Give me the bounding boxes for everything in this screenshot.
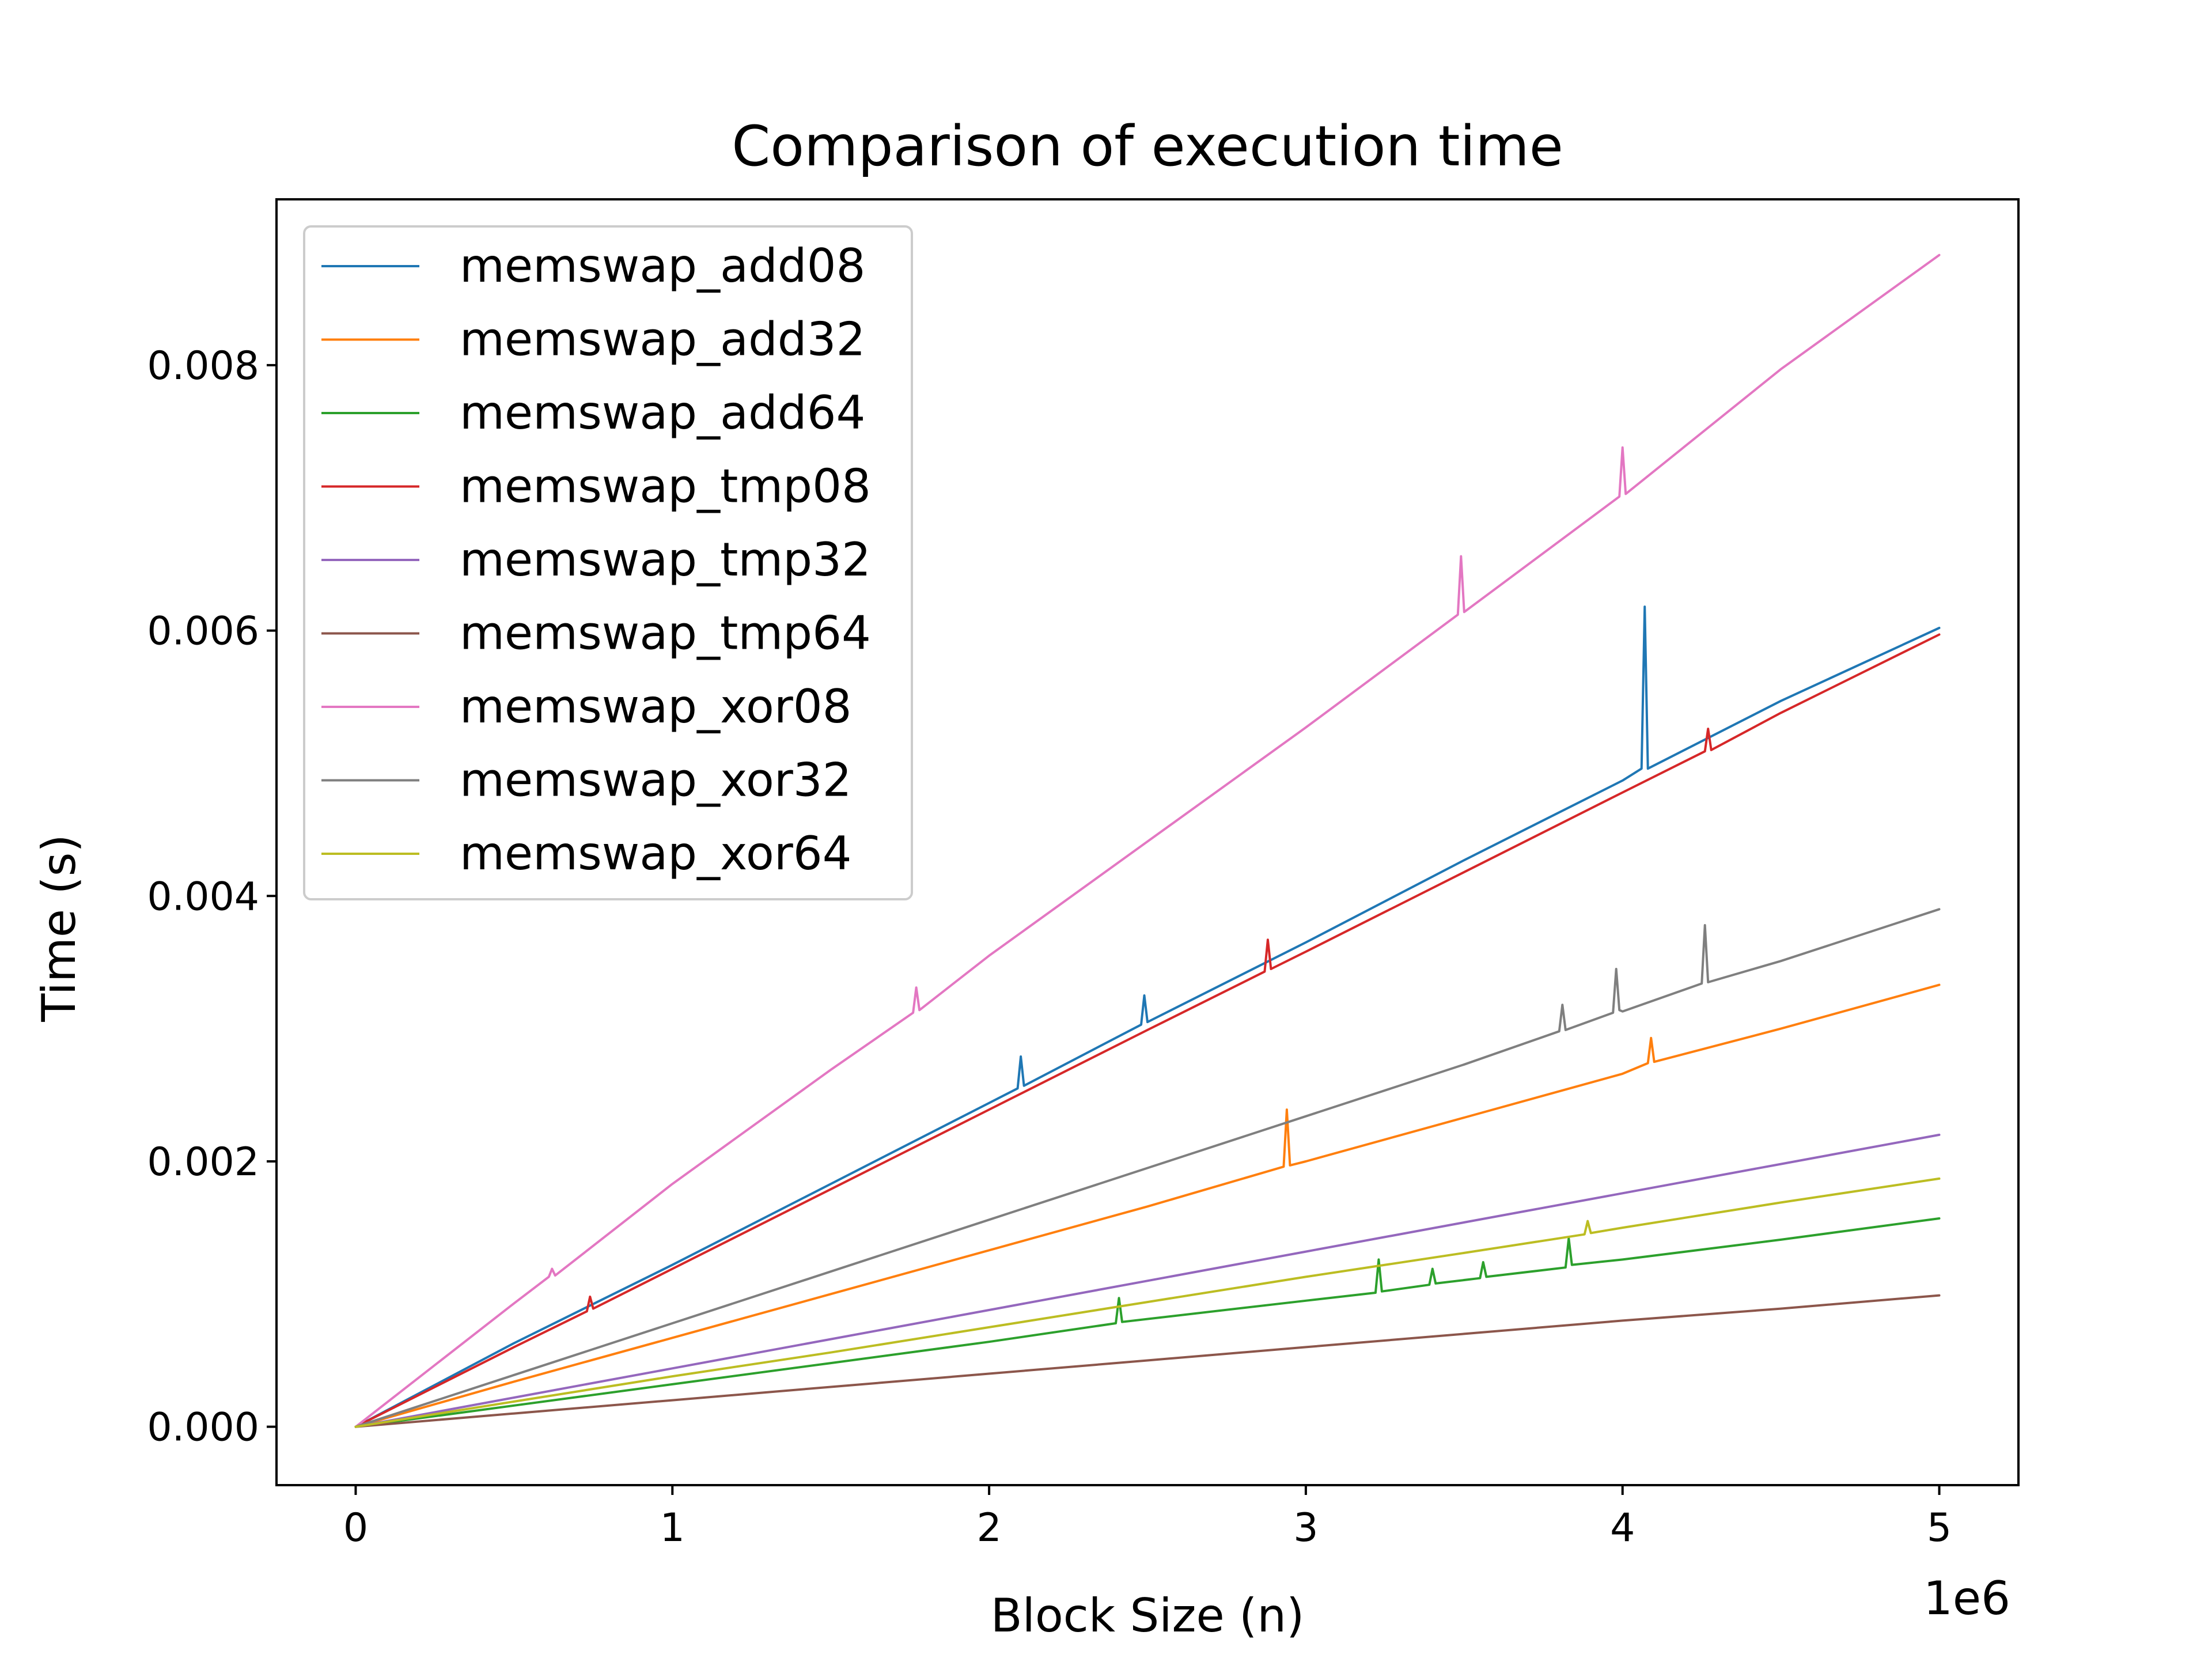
x-tick-label: 3 — [1293, 1505, 1318, 1551]
y-tick-label: 0.004 — [147, 874, 259, 919]
legend-label: memswap_add64 — [460, 386, 865, 440]
series-line-memswap_tmp32 — [354, 1133, 1941, 1428]
series-line-memswap_add32 — [354, 983, 1941, 1428]
y-axis-label: Time (s) — [32, 834, 86, 1022]
legend: memswap_add08 memswap_add32 memswap_add64m… — [303, 225, 913, 900]
legend-label: memswap_add32 — [460, 313, 865, 366]
series-line-memswap_add64 — [354, 1217, 1941, 1428]
series-line-memswap_xor32 — [354, 908, 1941, 1428]
series-line-memswap_tmp64 — [354, 1294, 1941, 1428]
legend-label: memswap_tmp32 — [460, 533, 871, 586]
y-tick-label: 0.000 — [147, 1405, 259, 1451]
legend-label: memswap_xor08 — [460, 680, 852, 733]
x-tick-label: 5 — [1927, 1505, 1952, 1551]
x-axis-label: Block Size (n) — [991, 1589, 1305, 1642]
legend-label: memswap_xor64 — [460, 827, 852, 880]
chart-title: Comparison of execution time — [732, 114, 1563, 179]
plot-frame — [275, 198, 2020, 1486]
y-ticks: 0.000 0.002 0.004 0.006 0.008 — [147, 343, 276, 1451]
series-layer — [354, 253, 1941, 1428]
legend-label: memswap_tmp64 — [460, 607, 871, 660]
x-tick-label: 1 — [660, 1505, 685, 1551]
legend-box — [303, 225, 913, 900]
legend-label: memswap_tmp08 — [460, 460, 871, 513]
x-axis-offset-label: 1e6 — [1923, 1572, 2010, 1625]
series-line-memswap_add08 — [354, 605, 1941, 1428]
series-line-memswap_xor08 — [354, 253, 1941, 1428]
x-tick-label: 4 — [1610, 1505, 1635, 1551]
x-ticks: 0 1 2 3 4 5 — [343, 1485, 1952, 1551]
legend-label: memswap_xor32 — [460, 754, 852, 807]
y-tick-label: 0.008 — [147, 343, 259, 389]
y-tick-label: 0.006 — [147, 609, 259, 654]
y-tick-label: 0.002 — [147, 1139, 259, 1185]
x-tick-label: 0 — [343, 1505, 368, 1551]
series-line-memswap_xor64 — [354, 1177, 1941, 1428]
x-tick-label: 2 — [976, 1505, 1001, 1551]
legend-label: memswap_add08 — [460, 239, 865, 293]
series-line-memswap_tmp08 — [354, 633, 1941, 1428]
